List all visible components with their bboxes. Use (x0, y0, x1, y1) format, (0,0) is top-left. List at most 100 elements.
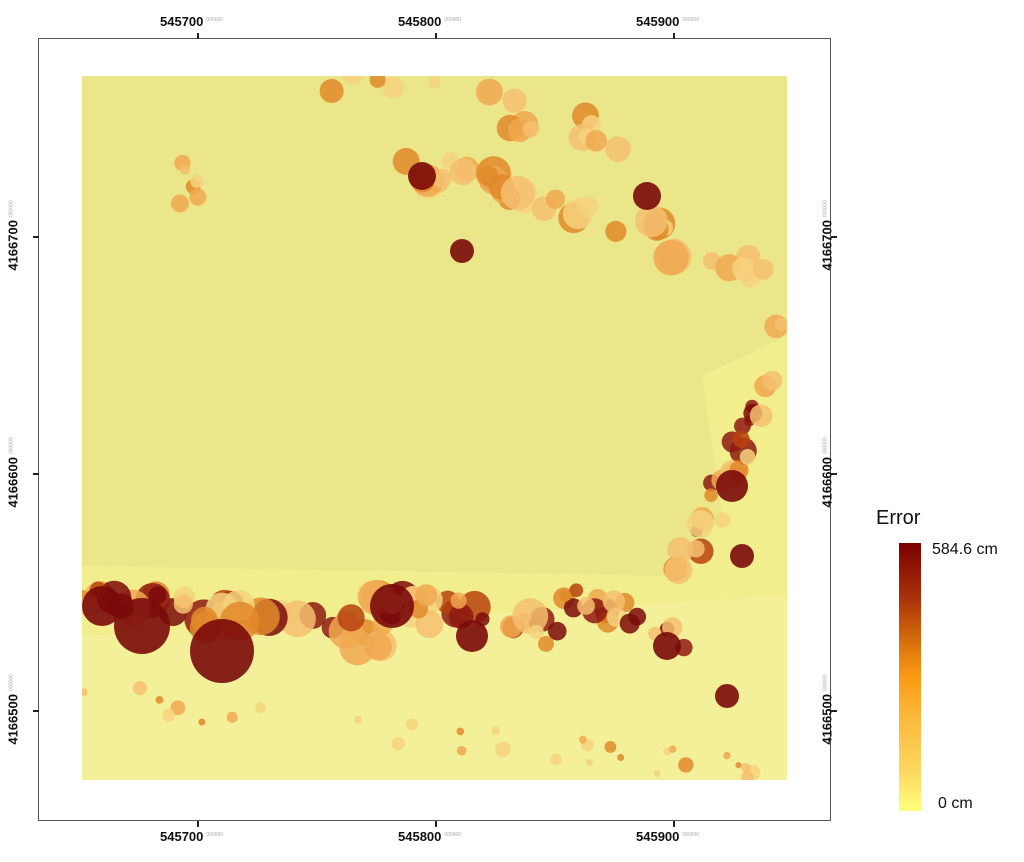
tick-suffix: 000000 (682, 831, 700, 838)
tick-mark (435, 821, 437, 827)
tick-text: 545800 (398, 829, 442, 844)
error-blob (354, 715, 363, 724)
tick-text: 545900 (636, 829, 680, 844)
y-tick-left-2: 4166500 000000 (6, 674, 21, 744)
high-error-blob (370, 584, 414, 628)
tick-text: 545900 (636, 14, 680, 29)
error-blob (704, 488, 718, 503)
error-blob (668, 745, 677, 753)
error-blob (189, 188, 207, 206)
high-error-blob (190, 619, 254, 683)
tick-suffix: 000000 (822, 200, 829, 218)
error-blob (190, 174, 204, 188)
high-error-blob (114, 598, 170, 654)
error-blob (155, 695, 164, 704)
tick-mark (435, 33, 437, 39)
tick-suffix: 000000 (822, 674, 829, 692)
error-blob (537, 635, 554, 652)
error-blob (456, 745, 467, 756)
error-blob (500, 175, 535, 211)
tick-suffix: 000000 (444, 831, 462, 838)
high-error-blob (633, 182, 661, 210)
high-error-blob (715, 684, 739, 708)
map-frame (38, 38, 831, 821)
error-blob (732, 257, 756, 281)
error-blob (687, 540, 705, 558)
y-tick-left-0: 4166700 000000 (6, 200, 21, 270)
tick-mark (197, 821, 199, 827)
error-blob (173, 594, 193, 614)
x-tick-bottom-1: 545800 000000 (398, 829, 461, 844)
tick-text: 4166500 (819, 694, 835, 745)
error-blob (522, 121, 539, 138)
x-tick-bottom-0: 545700 000000 (160, 829, 223, 844)
error-blob (148, 586, 167, 605)
error-blob (619, 613, 640, 634)
legend-max-label: 584.6 cm (932, 541, 998, 558)
error-blob (739, 448, 756, 465)
tick-text: 4166700 (819, 220, 835, 271)
error-blob (512, 598, 549, 635)
tick-mark (33, 473, 39, 475)
error-blob (132, 681, 148, 696)
error-blob (369, 76, 386, 88)
error-blob (449, 158, 477, 186)
tick-suffix: 000000 (444, 16, 462, 23)
error-blob (774, 317, 787, 332)
tick-suffix: 000000 (682, 16, 700, 23)
error-blob (502, 88, 527, 113)
legend-min-label: 0 cm (938, 795, 973, 812)
error-blob (585, 758, 593, 767)
error-blob (653, 239, 689, 276)
error-blob (740, 763, 751, 773)
tick-mark (33, 710, 39, 712)
x-tick-top-0: 545700 000000 (160, 14, 223, 29)
error-blob (602, 590, 625, 613)
y-tick-left-1: 4166600 000000 (6, 437, 21, 507)
x-tick-top-1: 545800 000000 (398, 14, 461, 29)
legend-title: Error (876, 507, 921, 529)
tick-text: 545800 (398, 14, 442, 29)
error-blob (491, 726, 501, 735)
error-blob (226, 711, 238, 723)
error-blob (550, 753, 562, 766)
error-blob (635, 204, 668, 238)
error-blob (604, 741, 617, 753)
error-blob (547, 621, 567, 641)
error-blob (198, 718, 206, 726)
error-blob (653, 769, 661, 777)
error-blob (577, 196, 598, 217)
error-blob (605, 220, 627, 242)
tick-text: 4166600 (5, 457, 21, 508)
high-error-blob (82, 586, 122, 626)
tick-mark (831, 473, 837, 475)
error-blob (667, 537, 694, 564)
field-area (82, 76, 787, 576)
error-blob (406, 718, 419, 731)
error-blob (678, 757, 694, 773)
error-blob (456, 727, 465, 736)
x-tick-bottom-2: 545900 000000 (636, 829, 699, 844)
error-blob (339, 629, 376, 666)
tick-mark (33, 236, 39, 238)
error-blob (585, 130, 607, 152)
tick-text: 4166700 (5, 220, 21, 271)
high-error-blob (730, 544, 754, 568)
error-blob (428, 76, 441, 89)
error-blob (732, 430, 750, 448)
error-blob (391, 736, 405, 751)
tick-mark (673, 821, 675, 827)
error-blob (545, 189, 566, 210)
error-blob (749, 404, 773, 428)
error-blob (752, 258, 774, 280)
high-error-blob (653, 632, 681, 660)
error-raster (82, 76, 787, 780)
high-error-blob (716, 470, 748, 502)
error-blob (617, 753, 625, 762)
error-blob (723, 751, 731, 760)
tick-suffix: 000000 (206, 16, 224, 23)
tick-suffix: 000000 (822, 437, 829, 455)
high-error-blob (408, 162, 436, 190)
error-blob (762, 370, 783, 391)
error-blob (714, 512, 731, 528)
